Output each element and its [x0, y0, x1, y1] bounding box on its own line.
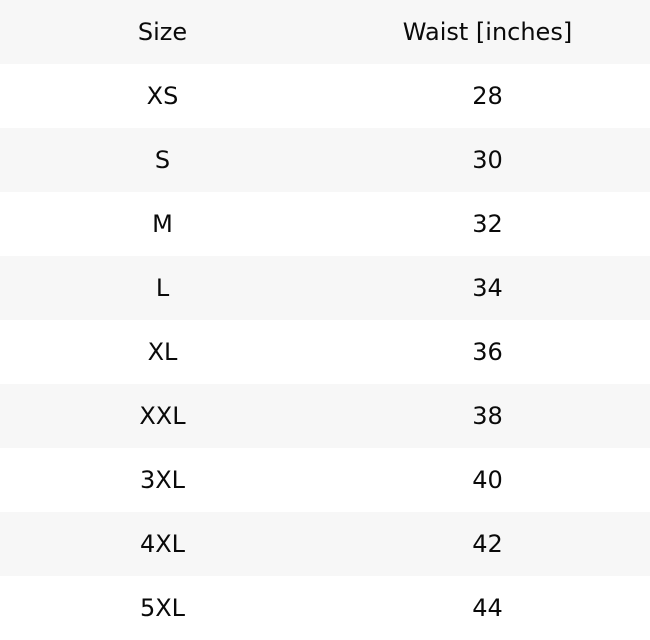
table-header-row: Size Waist [inches] [0, 0, 650, 64]
table-row: S 30 [0, 128, 650, 192]
size-cell: 5XL [139, 594, 186, 622]
table-row: M 32 [0, 192, 650, 256]
waist-cell: 40 [472, 466, 503, 494]
waist-cell: 34 [472, 274, 503, 302]
size-cell: L [155, 274, 170, 302]
column-header-size: Size [137, 18, 188, 46]
waist-cell: 42 [472, 530, 503, 558]
table-row: 4XL 42 [0, 512, 650, 576]
table-row: XS 28 [0, 64, 650, 128]
size-cell: XL [147, 338, 178, 366]
waist-cell: 36 [472, 338, 503, 366]
size-cell: 4XL [139, 530, 186, 558]
waist-cell: 30 [472, 146, 503, 174]
column-header-waist: Waist [inches] [402, 18, 573, 46]
table-row: 5XL 44 [0, 576, 650, 640]
size-cell: 3XL [139, 466, 186, 494]
size-cell: S [154, 146, 171, 174]
waist-cell: 38 [472, 402, 503, 430]
table-row: XL 36 [0, 320, 650, 384]
size-cell: XS [146, 82, 179, 110]
waist-cell: 28 [472, 82, 503, 110]
table-row: XXL 38 [0, 384, 650, 448]
waist-cell: 44 [472, 594, 503, 622]
size-cell: M [152, 210, 173, 238]
size-cell: XXL [139, 402, 186, 430]
waist-cell: 32 [472, 210, 503, 238]
table-row: L 34 [0, 256, 650, 320]
table-row: 3XL 40 [0, 448, 650, 512]
